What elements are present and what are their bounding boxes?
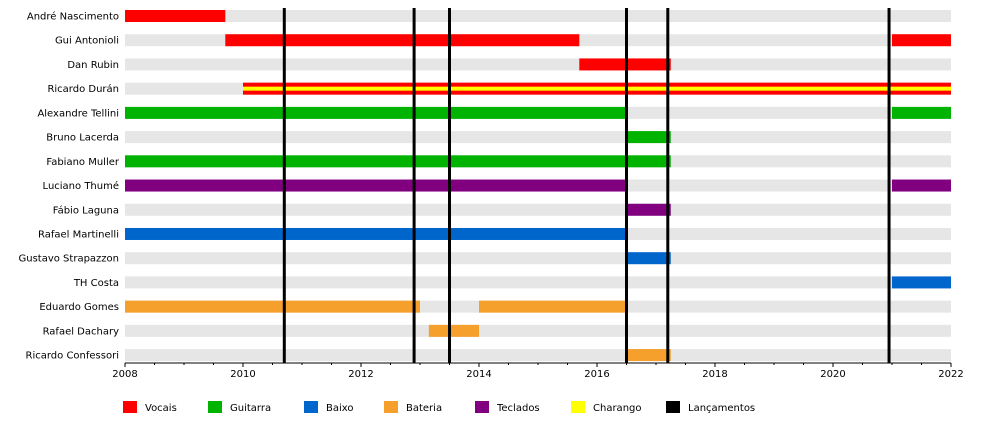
member-bar-baixo (626, 252, 671, 265)
member-label: Rafael Dachary (43, 326, 120, 337)
member-label: Eduardo Gomes (39, 302, 119, 313)
member-label: Rafael Martinelli (38, 229, 119, 240)
legend-swatch-charango (571, 401, 585, 413)
row-band (125, 252, 951, 265)
member-label: Gui Antonioli (55, 36, 119, 47)
legend-swatch-lancamentos (666, 401, 680, 413)
x-tick-label: 2012 (348, 369, 373, 380)
member-label: André Nascimento (27, 11, 119, 23)
row-band (125, 203, 951, 216)
x-tick-label: 2008 (112, 369, 137, 380)
row-band (125, 131, 951, 144)
member-bar-teclados (125, 179, 627, 192)
member-label: TH Costa (73, 278, 119, 289)
row-band (125, 324, 951, 337)
member-label: Bruno Lacerda (46, 133, 119, 144)
member-label: Gustavo Strapazzon (19, 254, 120, 265)
legend-label-lancamentos: Lançamentos (688, 403, 755, 414)
legend-label-charango: Charango (593, 403, 642, 414)
row-band (125, 276, 951, 289)
release-lines (282, 8, 891, 363)
legend-swatch-teclados (475, 401, 489, 413)
legend-label-bateria: Bateria (406, 403, 442, 414)
member-bar-teclados (626, 203, 671, 216)
member-bar-bateria (626, 349, 671, 362)
member-label: Ricardo Durán (47, 83, 119, 95)
member-bar-guitarra (125, 155, 671, 168)
row-band (125, 349, 951, 362)
x-tick-label: 2020 (820, 369, 845, 380)
membership-bars (125, 10, 951, 362)
member-label: Luciano Thumé (43, 180, 119, 192)
x-axis: 2008 2010 2012 2014 2016 2018 2020 2022 (112, 362, 964, 380)
legend-label-baixo: Baixo (326, 403, 354, 414)
member-label: Fábio Laguna (53, 204, 119, 216)
member-bar-guitarra (892, 106, 951, 119)
member-bar-guitarra (125, 106, 627, 119)
legend-label-vocais: Vocais (145, 403, 177, 414)
legend-label-guitarra: Guitarra (230, 403, 271, 414)
member-bar-charango (243, 86, 951, 91)
member-bar-vocais (225, 34, 580, 47)
member-bar-teclados (892, 179, 951, 192)
member-bar-bateria (479, 300, 627, 313)
row-band (125, 58, 951, 71)
member-label: Ricardo Confessori (26, 351, 119, 362)
member-label: Dan Rubin (67, 60, 119, 71)
member-label: Alexandre Tellini (37, 108, 119, 119)
member-bar-vocais (892, 34, 951, 47)
member-bar-bateria (428, 324, 479, 337)
legend: Vocais Guitarra Baixo Bateria Teclados Charan… (123, 401, 755, 414)
legend-label-teclados: Teclados (496, 403, 540, 414)
x-tick-label: 2010 (230, 369, 255, 380)
member-labels: André Nascimento Gui Antonioli Dan Rubin Ri… (19, 11, 120, 362)
legend-swatch-vocais (123, 401, 137, 413)
legend-swatch-baixo (304, 401, 318, 413)
member-bar-bateria (125, 300, 420, 313)
member-bar-guitarra (626, 131, 671, 144)
legend-swatch-bateria (384, 401, 398, 413)
x-tick-label: 2016 (584, 369, 609, 380)
member-bar-baixo (892, 276, 951, 289)
member-bar-vocais (125, 10, 226, 22)
x-tick-label: 2022 (938, 369, 963, 380)
member-bar-baixo (125, 227, 627, 240)
row-band (125, 10, 951, 22)
legend-swatch-guitarra (208, 401, 222, 413)
x-tick-label: 2018 (702, 369, 727, 380)
x-tick-label: 2014 (466, 369, 491, 380)
member-label: Fabiano Muller (46, 157, 120, 168)
